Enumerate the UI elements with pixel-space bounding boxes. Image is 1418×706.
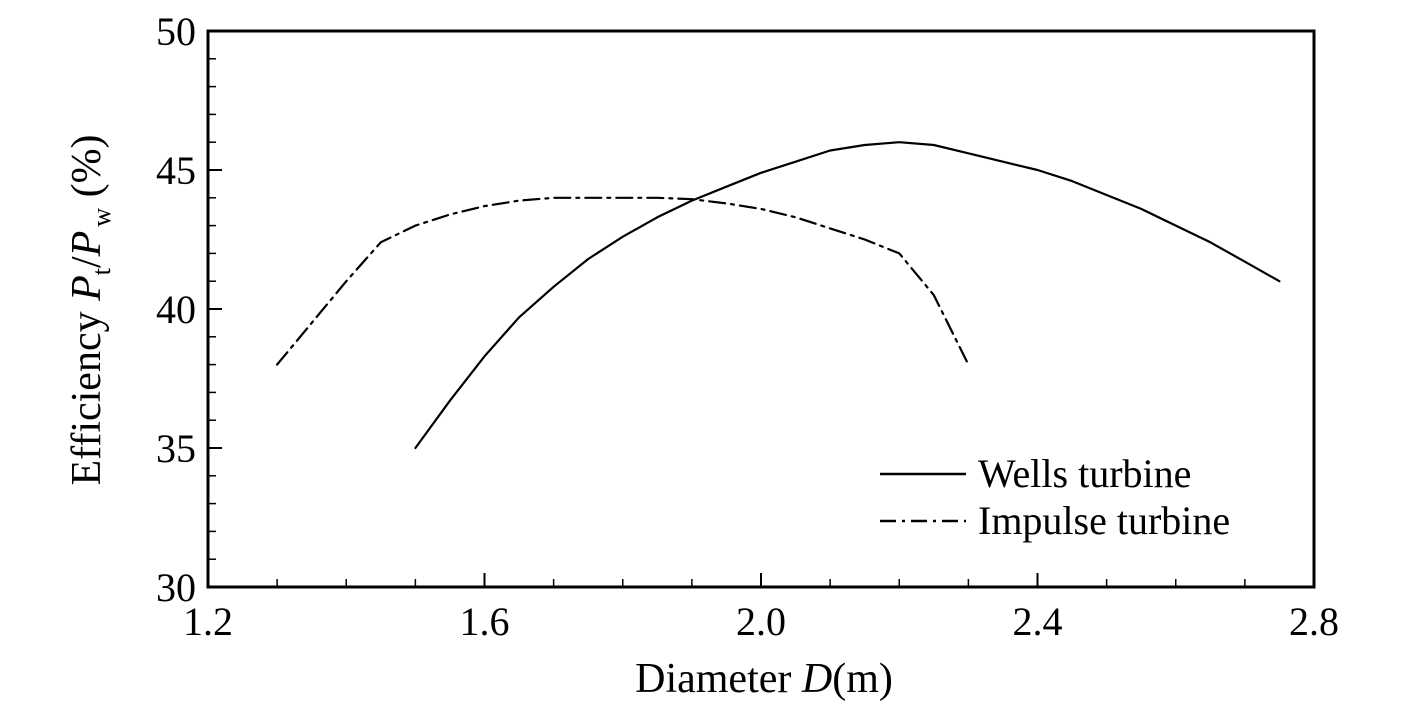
tick-labels: 1.2 1.6 2.0 2.4 2.8 30 35 40 45 50 <box>156 9 1339 644</box>
x-tick-label: 2.0 <box>736 599 786 644</box>
legend: Wells turbine Impulse turbine <box>880 451 1230 543</box>
x-tick-label: 1.6 <box>460 599 510 644</box>
y-tick-label: 35 <box>156 426 196 471</box>
y-tick-label: 40 <box>156 287 196 332</box>
legend-label-wells: Wells turbine <box>978 451 1191 496</box>
series-line-impulse <box>276 196 970 366</box>
legend-label-impulse: Impulse turbine <box>978 498 1230 543</box>
x-tick-label: 1.2 <box>183 599 233 644</box>
x-axis-title: Diameter D(m) <box>635 656 893 702</box>
plot-area <box>206 29 1316 589</box>
series-layer <box>276 141 1281 450</box>
series-line-wells <box>414 141 1281 450</box>
x-tick-label: 2.8 <box>1289 599 1339 644</box>
y-tick-label: 45 <box>156 148 196 193</box>
y-axis-title: Efficiency Pt/Pw (%) <box>64 134 116 485</box>
x-tick-label: 2.4 <box>1013 599 1063 644</box>
axis-ticks <box>207 30 1315 588</box>
y-tick-label: 50 <box>156 9 196 54</box>
y-tick-label: 30 <box>156 565 196 610</box>
